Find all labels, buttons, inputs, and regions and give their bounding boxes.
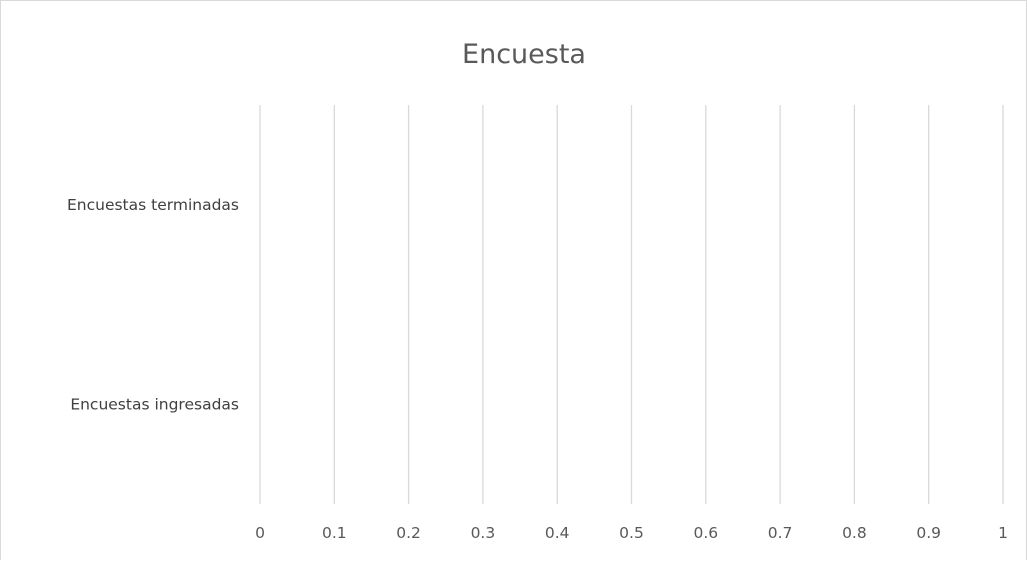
x-tick-label: 1 <box>998 524 1008 542</box>
x-tick-label: 0.5 <box>619 524 644 542</box>
x-tick-label: 0.9 <box>916 524 941 542</box>
x-tick-label: 0.2 <box>396 524 421 542</box>
x-tick-label: 0.4 <box>545 524 570 542</box>
x-tick-label: 0.1 <box>322 524 347 542</box>
x-axis-tick-labels: 0 0.1 0.2 0.3 0.4 0.5 0.6 0.7 0.8 0.9 1 <box>255 524 1008 542</box>
category-label: Encuestas terminadas <box>67 196 239 214</box>
category-label: Encuestas ingresadas <box>70 395 239 413</box>
x-tick-label: 0.8 <box>842 524 867 542</box>
x-tick-label: 0.7 <box>768 524 793 542</box>
x-tick-label: 0.3 <box>471 524 496 542</box>
gridlines <box>259 105 1004 504</box>
chart-title: Encuesta <box>462 39 586 70</box>
category-labels: Encuestas terminadas Encuestas ingresadas <box>67 196 239 414</box>
x-tick-label: 0.6 <box>693 524 718 542</box>
x-tick-label: 0 <box>255 524 265 542</box>
